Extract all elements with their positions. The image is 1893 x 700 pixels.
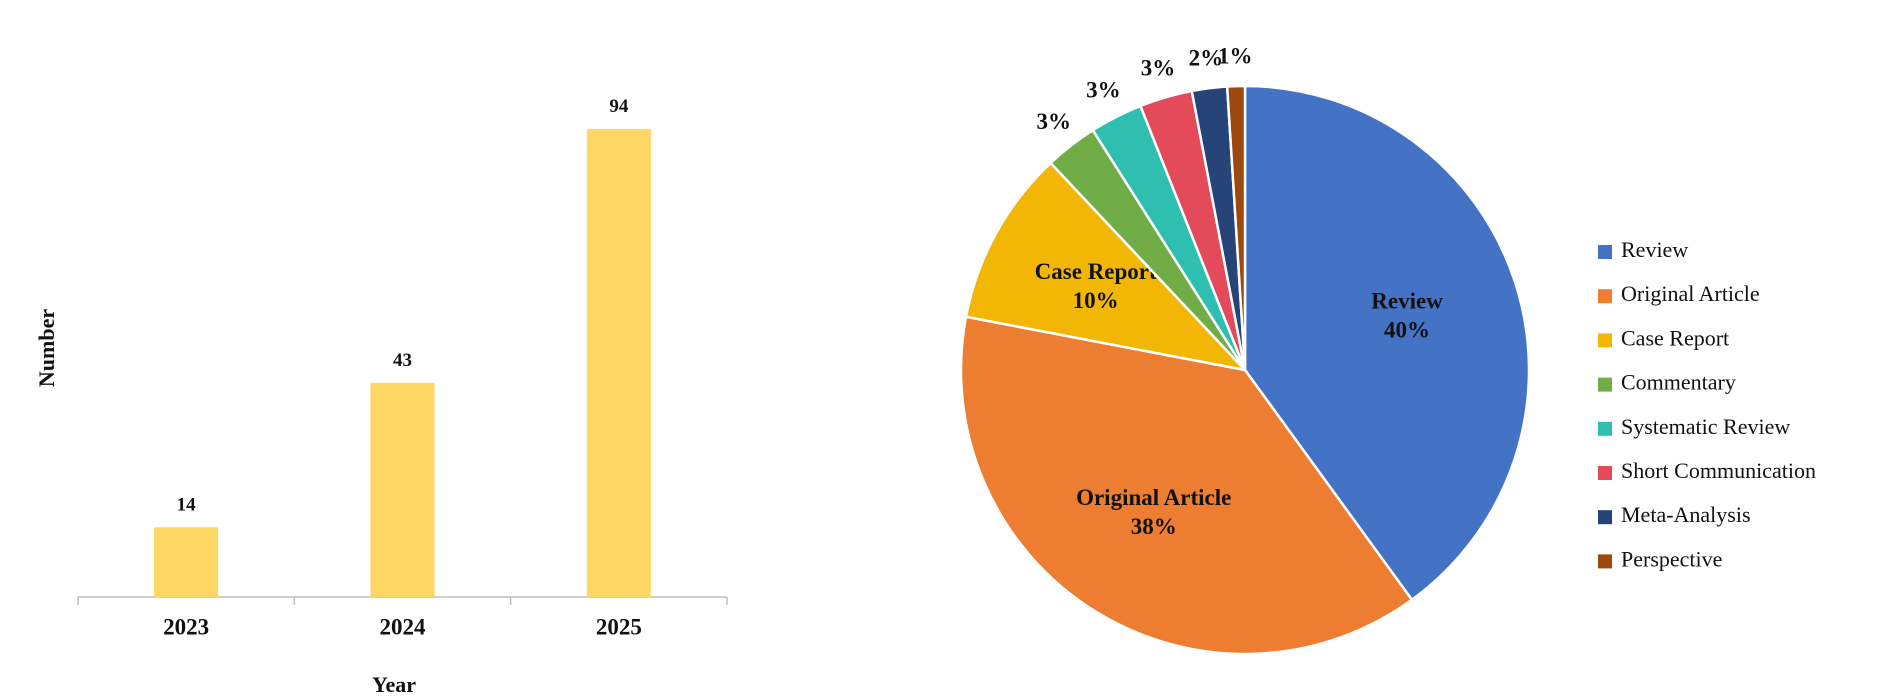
x-tick-label: 2024	[380, 614, 427, 639]
legend-swatch	[1598, 510, 1612, 525]
value-label: 14	[177, 495, 197, 516]
legend-label: Meta-Analysis	[1621, 502, 1751, 527]
slice-label: 10%	[1073, 288, 1119, 313]
bar	[154, 527, 219, 597]
pie-slice	[1243, 84, 1531, 602]
x-tick-label: 2025	[596, 614, 642, 639]
legend-label: Original Article	[1621, 281, 1760, 306]
legend-swatch	[1598, 333, 1612, 348]
bar	[370, 382, 435, 597]
legend-label: Case Report	[1621, 325, 1729, 350]
slice-label: 38%	[1131, 514, 1177, 539]
pie-slice	[964, 161, 1249, 372]
slice-label: 3%	[1037, 109, 1072, 134]
x-axis-label: Year	[372, 672, 416, 697]
slice-label: 3%	[1086, 77, 1121, 102]
value-label: 94	[609, 96, 629, 117]
slice-name: Case Report	[1035, 259, 1157, 284]
bar	[586, 128, 651, 597]
slice-name: Review	[1371, 289, 1443, 314]
pie-slice	[959, 315, 1414, 656]
value-label: 43	[393, 350, 412, 371]
slice-label: 1%	[1218, 43, 1253, 68]
y-axis-label: Number	[34, 309, 59, 387]
legend-label: Commentary	[1621, 370, 1736, 395]
pie-slice	[1225, 84, 1247, 371]
legend-swatch	[1598, 377, 1612, 392]
legend-swatch	[1598, 289, 1612, 304]
legend-swatch	[1598, 466, 1612, 480]
x-tick-label: 2023	[163, 614, 209, 639]
slice-name: Original Article	[1076, 485, 1231, 510]
legend-label: Systematic Review	[1621, 414, 1790, 439]
legend-swatch	[1598, 245, 1612, 259]
legend-swatch	[1598, 421, 1612, 436]
slice-label: 40%	[1384, 318, 1430, 343]
slice-label: 2%	[1189, 46, 1224, 71]
legend-label: Perspective	[1621, 546, 1722, 571]
slice-label: 3%	[1141, 56, 1176, 81]
legend-label: Review	[1621, 237, 1688, 262]
legend-swatch	[1598, 554, 1612, 569]
legend-label: Short Communication	[1621, 458, 1816, 483]
